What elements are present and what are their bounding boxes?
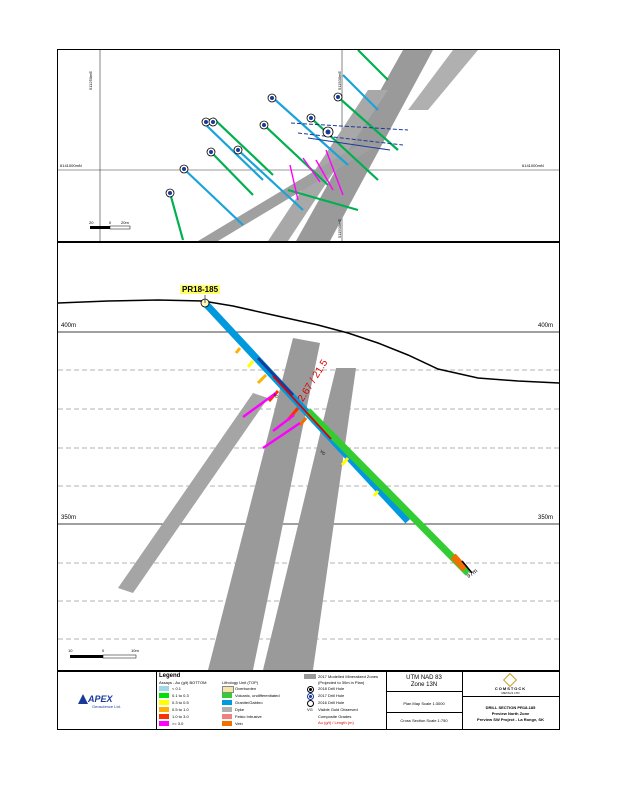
scale-cell-divider-2 — [386, 712, 462, 713]
panel-divider — [58, 241, 559, 243]
litho-label-4: Felsic Intrusive — [235, 714, 262, 719]
elevation-400-right: 400m — [538, 323, 554, 329]
composite-sub: Au (g/t) / Length (m) — [318, 720, 354, 725]
plan-map: 511250mE 511500mE 6141000mN 6141000mN 51… — [58, 50, 559, 241]
litho-swatch-1 — [222, 693, 232, 698]
hole-2017-icon — [307, 693, 314, 700]
apex-logo-mark — [78, 694, 88, 704]
title-line3: Preview SW Project - La Ronge, SK — [477, 717, 544, 722]
vg-key: VG — [307, 707, 313, 712]
legend-divider — [58, 670, 559, 672]
hole-label-0: 2018 Drill Hole — [318, 686, 345, 691]
assays-title: Assays - Au (g/t) BOTTOM — [159, 680, 207, 685]
plan-grid-label-e2: 511500mE — [337, 70, 342, 90]
zones-swatch — [304, 674, 316, 679]
cross-section: PR18-185 400m 400m 350m 350m 2.67 / 21.5… — [58, 243, 559, 670]
assay-swatch-4 — [159, 714, 169, 719]
assay-label-4: 1.0 to 3.0 — [172, 714, 189, 719]
litho-label-0: Overburden — [235, 686, 257, 691]
hole-label-1: 2017 Drill Hole — [318, 693, 345, 698]
section-scale-text: Cross Section Scale 1:750 — [400, 718, 448, 723]
assay-swatch-3 — [159, 707, 169, 712]
assay-swatch-2 — [159, 700, 169, 705]
litho-swatch-2 — [222, 700, 232, 705]
litho-title: Lithology Unit (TOP) — [222, 680, 259, 685]
section-scale-label-0: 10 — [68, 648, 73, 653]
hole-id-label: PR18-185 — [180, 285, 221, 294]
litho-label-1: Volcanic, undifferentiated — [235, 693, 280, 698]
plan-grid-label-n-right: 6141000mN — [522, 163, 544, 168]
elevation-350-right: 350m — [538, 515, 554, 521]
map-frame: 511250mE 511500mE 6141000mN 6141000mN 51… — [57, 49, 560, 730]
cross-section-drawing — [58, 295, 559, 670]
scale-cell: UTM NAD 83 Zone 13N Plan Map Scale 1:300… — [386, 672, 463, 729]
plan-grid-label-e1: 511250mE — [88, 70, 93, 90]
litho-label-3: Dyke — [235, 707, 245, 712]
assay-label-3: 0.5 to 1.0 — [172, 707, 189, 712]
assay-label-5: >= 3.0 — [172, 721, 184, 726]
title-cell-divider — [462, 696, 559, 697]
title-line2: Preview North Zone — [491, 711, 530, 716]
plan-scale-label-2: 20m — [121, 220, 129, 225]
assay-label-2: 0.3 to 0.5 — [172, 700, 189, 705]
hole-label-2: 2016 Drill Hole — [318, 700, 345, 705]
plan-scale-label-0: 20 — [89, 220, 94, 225]
plan-grid-label-n-left: 6141000mN — [60, 163, 82, 168]
comstock-name: COMSTOCK — [494, 686, 527, 691]
apex-name: APEX — [88, 694, 113, 704]
zones-title: 2017 Modelled Mineralized Zones — [318, 674, 379, 679]
utm-line2: Zone 13N — [410, 682, 438, 688]
elevation-350-left: 350m — [61, 515, 77, 521]
apex-logo: APEX Geoscience Ltd. — [58, 672, 157, 729]
plan-scale-text: Plan Map Scale 1:3000 — [403, 701, 445, 706]
apex-sub: Geoscience Ltd. — [92, 704, 121, 709]
plan-grid-label-e-bottom: 511500mE — [337, 218, 342, 238]
section-scale-label-1: 0 — [102, 648, 105, 653]
legend-block: APEX Geoscience Ltd. Legend Assays - Au … — [58, 672, 559, 729]
comstock-logo-icon — [502, 672, 518, 688]
litho-swatch-4 — [222, 714, 232, 719]
litho-label-2: Granite/Gabbro — [235, 700, 263, 705]
title-line1: DRILL SECTION PR18-185 — [485, 705, 536, 710]
assay-label-0: < 0.1 — [172, 686, 182, 691]
assay-swatch-1 — [159, 693, 169, 698]
section-scale-label-2: 10m — [131, 648, 139, 653]
litho-swatch-0 — [222, 686, 234, 693]
utm-line1: UTM NAD 83 — [406, 675, 442, 681]
zones-sub: (Projected to 30m in Plan) — [318, 680, 365, 685]
vg-text: Visible Gold Observed — [318, 707, 358, 712]
hole-2016-icon — [307, 700, 314, 707]
assay-swatch-5 — [159, 721, 169, 726]
hole-2018-icon — [307, 686, 314, 693]
title-cell: COMSTOCK METALS LTD DRILL SECTION PR18-1… — [462, 672, 559, 729]
plan-map-drawing — [58, 50, 559, 241]
legend: Legend Assays - Au (g/t) BOTTOM < 0.1 0.… — [156, 672, 387, 729]
assay-swatch-0 — [159, 686, 169, 691]
assay-label-1: 0.1 to 0.3 — [172, 693, 189, 698]
plan-scale-label-1: 0 — [109, 220, 112, 225]
litho-swatch-5 — [222, 721, 232, 726]
elevation-400-left: 400m — [61, 323, 77, 329]
comstock-sub: METALS LTD — [501, 691, 520, 695]
legend-title: Legend — [159, 673, 181, 679]
composite-title: Composite Grades — [318, 714, 352, 719]
scale-cell-divider-1 — [386, 691, 462, 692]
litho-swatch-3 — [222, 707, 232, 712]
litho-label-5: Vein — [235, 721, 243, 726]
